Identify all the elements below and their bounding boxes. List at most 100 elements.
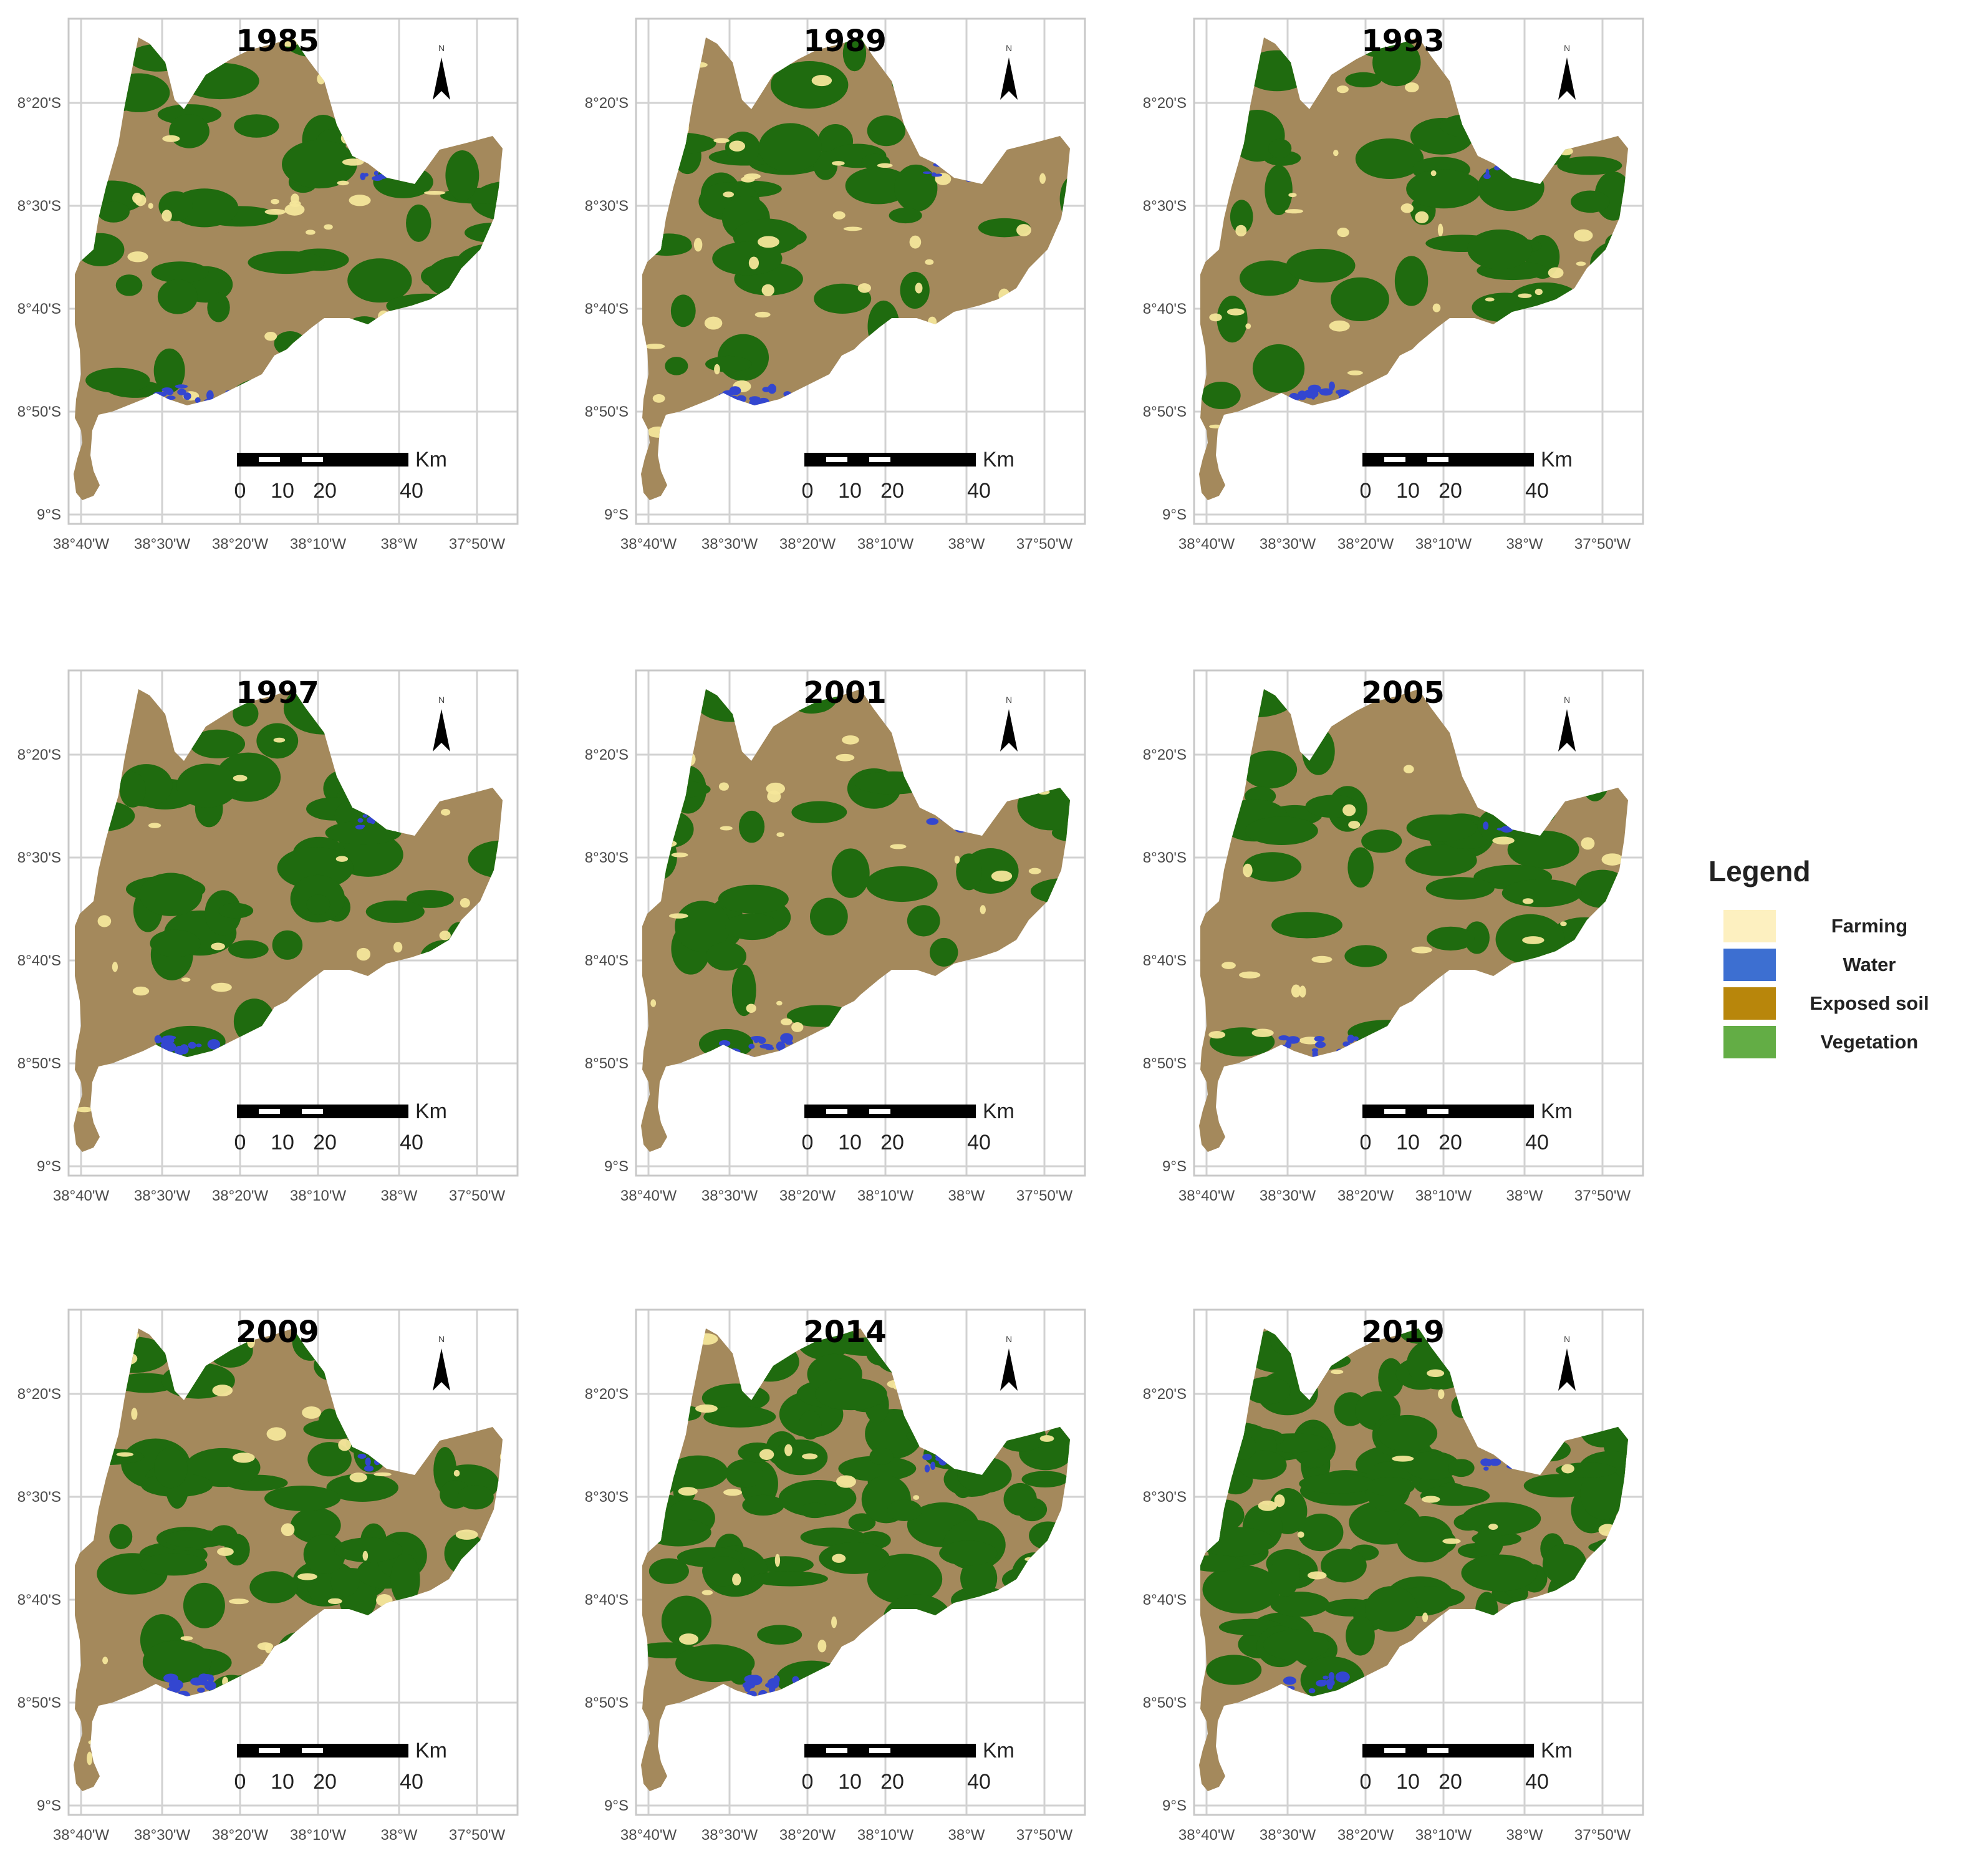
scale-unit-label: Km	[983, 1100, 1014, 1123]
farming-patch	[773, 470, 795, 484]
scale-tick-label: 40	[1525, 479, 1549, 503]
farming-patch	[467, 400, 482, 412]
latitude-label: 8°30'S	[1143, 198, 1187, 215]
farming-patch	[647, 1353, 669, 1363]
farming-patch	[1427, 1369, 1445, 1378]
farming-patch	[273, 737, 286, 743]
water-patch	[947, 818, 957, 826]
vegetation-patch	[234, 114, 279, 138]
farming-patch	[1539, 434, 1553, 445]
map-panel: 8°20'S 8°30'S 8°40'S 8°50'S 9°S 38°40'W 38°30'…	[17, 669, 519, 1204]
vegetation-patch	[776, 1660, 847, 1698]
scale-unit-label: Km	[983, 1739, 1014, 1762]
farming-patch	[407, 37, 426, 46]
land-cover-region	[74, 1328, 503, 1791]
farming-patch	[125, 1331, 140, 1340]
farming-patch	[161, 210, 172, 222]
vegetation-patch	[1299, 1473, 1376, 1494]
water-patch	[783, 391, 792, 397]
vegetation-patch	[1576, 1363, 1618, 1388]
vegetation-patch	[1201, 381, 1241, 409]
vegetation-patch	[464, 54, 502, 72]
panel-year-title: 2005	[1361, 675, 1445, 710]
farming-patch	[811, 75, 832, 87]
farming-patch	[1336, 85, 1349, 94]
water-patch	[1505, 817, 1513, 826]
water-patch	[1325, 402, 1332, 411]
farming-patch	[162, 135, 180, 142]
longitude-label: 38°20'W	[779, 1187, 836, 1204]
farming-patch	[375, 1757, 389, 1766]
legend: Legend Farming Water Exposed soil Vegeta…	[1708, 854, 1970, 1061]
vegetation-patch	[326, 1329, 404, 1380]
vegetation-patch	[642, 833, 677, 880]
farming-patch	[75, 1106, 94, 1113]
farming-patch	[180, 1636, 193, 1641]
vegetation-patch	[1507, 830, 1579, 869]
longitude-label: 37°50'W	[1574, 536, 1631, 553]
farming-patch	[1516, 390, 1531, 399]
farming-patch	[260, 1663, 281, 1668]
farming-patch	[693, 238, 703, 252]
farming-patch	[471, 1730, 489, 1739]
farming-patch	[470, 364, 488, 370]
water-patch	[1316, 1680, 1327, 1687]
vegetation-patch	[907, 905, 940, 937]
farming-patch	[1297, 1531, 1304, 1538]
farming-patch	[483, 447, 503, 453]
farming-patch	[1033, 1418, 1041, 1432]
longitude-label: 38°40'W	[53, 1187, 110, 1204]
farming-patch	[338, 1439, 352, 1451]
vegetation-patch	[1361, 829, 1402, 853]
farming-patch	[1329, 320, 1350, 332]
farming-patch	[723, 1489, 742, 1496]
water-patch	[1297, 390, 1308, 400]
farming-patch	[349, 195, 371, 206]
farming-patch	[645, 343, 665, 349]
farming-patch	[211, 982, 232, 992]
svg-text:N: N	[1006, 43, 1012, 53]
vegetation-patch	[1447, 1459, 1475, 1477]
farming-patch	[349, 1472, 367, 1482]
farming-patch	[1342, 697, 1350, 707]
longitude-label: 38°W	[1506, 536, 1543, 553]
water-patch	[225, 390, 236, 395]
latitude-label: 8°50'S	[1143, 1695, 1187, 1711]
farming-patch	[1581, 837, 1595, 850]
farming-patch	[1058, 1679, 1070, 1691]
vegetation-patch	[1496, 1623, 1567, 1675]
vegetation-patch	[867, 1042, 902, 1061]
farming-patch	[1561, 1464, 1574, 1474]
vegetation-patch	[484, 1356, 503, 1376]
vegetation-patch	[993, 692, 1068, 733]
farming-patch	[1217, 1414, 1233, 1426]
vegetation-patch	[800, 1527, 866, 1547]
north-arrow-icon: N	[1558, 695, 1576, 752]
farming-patch	[832, 211, 846, 220]
farming-patch	[1591, 1357, 1606, 1370]
farming-patch	[1516, 1368, 1530, 1379]
scale-unit-label: Km	[1541, 1739, 1573, 1762]
farming-patch	[1415, 211, 1429, 223]
farming-patch	[1311, 955, 1332, 963]
farming-patch	[1347, 370, 1363, 375]
farming-patch	[713, 138, 730, 143]
longitude-label: 37°50'W	[1574, 1827, 1631, 1844]
vegetation-patch	[799, 1410, 822, 1440]
farming-patch	[1306, 704, 1321, 715]
scale-tick-label: 10	[1396, 479, 1420, 503]
vegetation-patch	[1344, 945, 1387, 967]
panel-year-title: 2014	[803, 1315, 887, 1350]
vegetation-patch	[1495, 316, 1568, 335]
panel-year-title: 1993	[1361, 24, 1445, 59]
farming-patch	[1039, 1435, 1054, 1442]
north-arrow-icon: N	[1000, 43, 1018, 100]
farming-patch	[971, 1735, 982, 1745]
water-patch	[367, 816, 375, 824]
land-cover-region	[641, 689, 1070, 1152]
water-patch	[161, 1042, 176, 1053]
longitude-label: 38°W	[1506, 1187, 1543, 1204]
vegetation-patch	[944, 1328, 979, 1345]
farming-patch	[913, 1495, 920, 1500]
farming-patch	[1560, 921, 1567, 927]
